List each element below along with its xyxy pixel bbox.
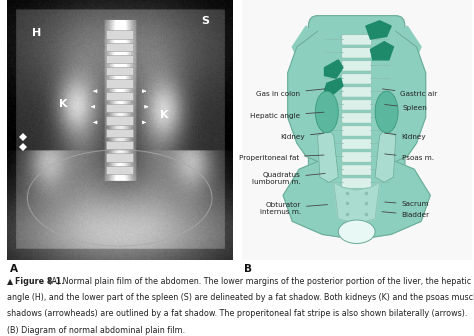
Polygon shape <box>292 26 327 78</box>
Polygon shape <box>375 130 396 182</box>
Text: Obturator
internus m.: Obturator internus m. <box>260 202 328 215</box>
Text: (B) Diagram of normal abdominal plain film.: (B) Diagram of normal abdominal plain fi… <box>7 326 185 335</box>
Bar <box>106 141 133 149</box>
Text: shadows (arrowheads) are outlined by a fat shadow. The properitoneal fat stripe : shadows (arrowheads) are outlined by a f… <box>7 309 467 319</box>
FancyBboxPatch shape <box>342 35 372 45</box>
Text: Properitoneal fat: Properitoneal fat <box>238 155 324 161</box>
Polygon shape <box>334 182 380 224</box>
Polygon shape <box>283 161 430 240</box>
Polygon shape <box>387 26 421 78</box>
Bar <box>106 43 133 51</box>
Polygon shape <box>371 42 393 60</box>
Text: A: A <box>9 264 18 274</box>
Text: Gastric air: Gastric air <box>383 89 438 97</box>
Polygon shape <box>366 21 391 39</box>
FancyBboxPatch shape <box>342 165 372 175</box>
Text: ▲: ▲ <box>7 277 16 286</box>
Text: Kidney: Kidney <box>280 133 324 140</box>
Text: B: B <box>244 264 252 274</box>
Bar <box>106 67 133 76</box>
Text: K: K <box>161 110 169 120</box>
Bar <box>106 166 133 174</box>
FancyBboxPatch shape <box>342 100 372 110</box>
Bar <box>106 116 133 125</box>
Bar <box>106 79 133 88</box>
Text: Spleen: Spleen <box>385 104 428 111</box>
FancyBboxPatch shape <box>342 126 372 136</box>
Text: Sacrum: Sacrum <box>385 201 429 207</box>
Text: Bladder: Bladder <box>382 212 429 218</box>
Text: K: K <box>59 99 68 109</box>
Ellipse shape <box>338 220 375 244</box>
FancyBboxPatch shape <box>342 48 372 58</box>
Polygon shape <box>325 60 343 78</box>
FancyBboxPatch shape <box>342 152 372 162</box>
FancyBboxPatch shape <box>342 87 372 97</box>
FancyBboxPatch shape <box>342 61 372 71</box>
Polygon shape <box>288 31 318 161</box>
FancyBboxPatch shape <box>309 16 405 198</box>
Text: Psoas m.: Psoas m. <box>385 154 434 161</box>
FancyBboxPatch shape <box>342 139 372 149</box>
Text: Kidney: Kidney <box>385 133 426 140</box>
Text: S: S <box>201 16 209 26</box>
Polygon shape <box>318 130 338 182</box>
Text: angle (H), and the lower part of the spleen (S) are delineated by a fat shadow. : angle (H), and the lower part of the spl… <box>7 293 474 302</box>
Text: H: H <box>32 28 41 38</box>
Text: Gas in colon: Gas in colon <box>256 89 325 97</box>
Text: Hepatic angle: Hepatic angle <box>250 112 324 119</box>
Text: (A) Normal plain film of the abdomen. The lower margins of the posterior portion: (A) Normal plain film of the abdomen. Th… <box>46 277 471 286</box>
Bar <box>106 30 133 39</box>
Text: Quadratus
lumborum m.: Quadratus lumborum m. <box>252 172 325 185</box>
Ellipse shape <box>315 91 338 133</box>
Bar <box>106 104 133 113</box>
FancyBboxPatch shape <box>342 74 372 84</box>
FancyBboxPatch shape <box>342 178 372 188</box>
Polygon shape <box>325 78 343 94</box>
Bar <box>106 129 133 137</box>
Text: Figure 8-1.: Figure 8-1. <box>15 277 64 286</box>
Bar <box>106 55 133 63</box>
Ellipse shape <box>375 91 398 133</box>
Bar <box>106 153 133 162</box>
FancyBboxPatch shape <box>342 113 372 123</box>
Polygon shape <box>396 31 426 161</box>
Bar <box>106 92 133 100</box>
